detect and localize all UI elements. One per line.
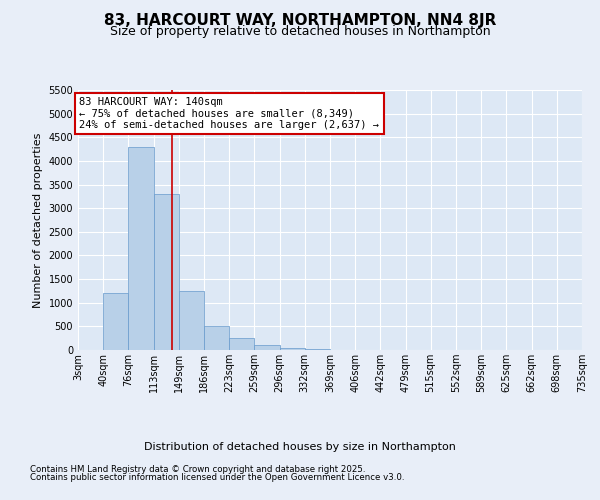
Bar [305, 349, 330, 350]
Y-axis label: Number of detached properties: Number of detached properties [33, 132, 43, 308]
Text: 83 HARCOURT WAY: 140sqm
← 75% of detached houses are smaller (8,349)
24% of semi: 83 HARCOURT WAY: 140sqm ← 75% of detache… [79, 97, 379, 130]
Text: Contains HM Land Registry data © Crown copyright and database right 2025.: Contains HM Land Registry data © Crown c… [30, 465, 365, 474]
Bar [128, 146, 154, 350]
Text: Distribution of detached houses by size in Northampton: Distribution of detached houses by size … [144, 442, 456, 452]
Text: Contains public sector information licensed under the Open Government Licence v3: Contains public sector information licen… [30, 472, 404, 482]
Bar [229, 338, 254, 350]
Bar [103, 294, 128, 350]
Bar [280, 348, 305, 350]
Bar [204, 326, 229, 350]
Text: Size of property relative to detached houses in Northampton: Size of property relative to detached ho… [110, 25, 490, 38]
Bar [179, 291, 204, 350]
Bar [154, 194, 179, 350]
Bar [254, 346, 280, 350]
Text: 83, HARCOURT WAY, NORTHAMPTON, NN4 8JR: 83, HARCOURT WAY, NORTHAMPTON, NN4 8JR [104, 12, 496, 28]
